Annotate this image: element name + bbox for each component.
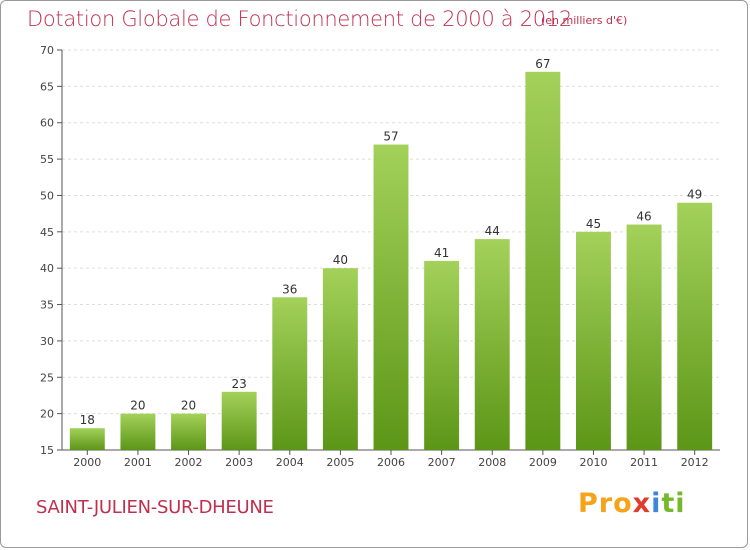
data-label-2008: 44 bbox=[485, 224, 500, 238]
data-label-2010: 45 bbox=[586, 217, 601, 231]
y-tick-label: 35 bbox=[40, 299, 54, 312]
x-tick-label-2002: 2002 bbox=[175, 456, 203, 469]
x-tick-label-2010: 2010 bbox=[579, 456, 607, 469]
y-tick-label: 20 bbox=[40, 408, 54, 421]
y-tick-label: 25 bbox=[40, 371, 54, 384]
bar-2005 bbox=[322, 268, 358, 450]
bar-2009 bbox=[525, 71, 561, 451]
data-label-2002: 20 bbox=[181, 399, 196, 413]
bar-2001 bbox=[120, 413, 156, 450]
x-tick-label-2006: 2006 bbox=[377, 456, 405, 469]
bar-2002 bbox=[171, 413, 207, 450]
x-tick-label-2001: 2001 bbox=[124, 456, 152, 469]
data-label-2005: 40 bbox=[333, 253, 348, 267]
x-tick-label-2004: 2004 bbox=[276, 456, 304, 469]
bar-2003 bbox=[221, 391, 257, 450]
x-tick-label-2003: 2003 bbox=[225, 456, 253, 469]
bar-2006 bbox=[373, 144, 409, 450]
data-label-2000: 18 bbox=[80, 413, 95, 427]
x-tick-label-2009: 2009 bbox=[529, 456, 557, 469]
logo-part-1: Pro bbox=[578, 488, 633, 519]
data-label-2011: 46 bbox=[636, 210, 651, 224]
bar-2004 bbox=[272, 297, 308, 450]
chart-title: Dotation Globale de Fonctionnement de 20… bbox=[27, 7, 572, 31]
y-tick-label: 65 bbox=[40, 80, 54, 93]
bars bbox=[69, 71, 713, 451]
bar-2012 bbox=[677, 202, 713, 450]
y-tick-label: 30 bbox=[40, 335, 54, 348]
y-tick-label: 45 bbox=[40, 226, 54, 239]
proxiti-logo: Proxiti bbox=[578, 488, 686, 519]
y-tick-label: 55 bbox=[40, 153, 54, 166]
bar-2000 bbox=[69, 428, 105, 450]
x-tick-label-2011: 2011 bbox=[630, 456, 658, 469]
x-tick-label-2005: 2005 bbox=[326, 456, 354, 469]
data-label-2007: 41 bbox=[434, 246, 449, 260]
x-tick-label-2000: 2000 bbox=[73, 456, 101, 469]
y-tick-label: 60 bbox=[40, 117, 54, 130]
bar-2010 bbox=[575, 231, 611, 450]
x-tick-label-2008: 2008 bbox=[478, 456, 506, 469]
data-label-2012: 49 bbox=[687, 188, 702, 202]
y-tick-label: 40 bbox=[40, 262, 54, 275]
logo-part-4: ti bbox=[661, 488, 686, 519]
labels: 15 20 25 30 35 40 45 50 55 60 65 70 18 2000 20 2001 20 20… bbox=[40, 44, 709, 469]
y-tick-label: 50 bbox=[40, 189, 54, 202]
logo-part-2: x bbox=[632, 488, 652, 519]
logo-part-3: i bbox=[651, 488, 662, 519]
commune-name: SAINT-JULIEN-SUR-DHEUNE bbox=[36, 497, 274, 518]
x-tick-label-2012: 2012 bbox=[681, 456, 709, 469]
bar-2008 bbox=[474, 239, 510, 450]
data-label-2004: 36 bbox=[282, 282, 297, 296]
data-label-2001: 20 bbox=[130, 399, 145, 413]
data-label-2003: 23 bbox=[232, 377, 247, 391]
bar-2007 bbox=[424, 260, 460, 450]
y-tick-label: 70 bbox=[40, 44, 54, 57]
data-label-2006: 57 bbox=[383, 130, 398, 144]
y-tick-label: 15 bbox=[40, 444, 54, 457]
bar-2011 bbox=[626, 224, 662, 450]
data-label-2009: 67 bbox=[535, 57, 550, 71]
x-tick-label-2007: 2007 bbox=[428, 456, 456, 469]
chart-unit: (en milliers d'€) bbox=[541, 14, 628, 27]
